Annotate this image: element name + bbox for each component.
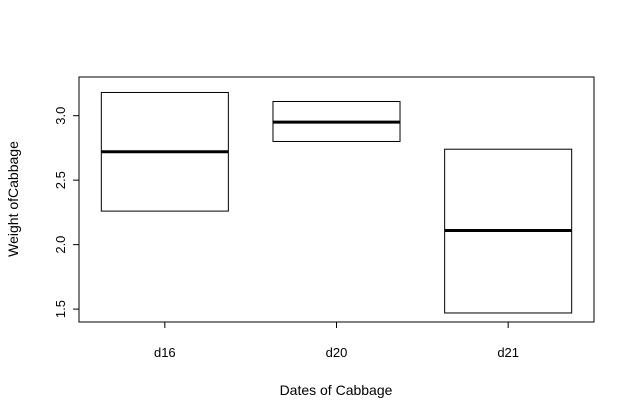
y-axis-title: Weight ofCabbage: [5, 141, 21, 257]
x-tick-label-d20: d20: [326, 345, 348, 360]
y-tick-label: 3.0: [53, 107, 68, 125]
y-tick-label: 1.5: [53, 300, 68, 318]
y-tick-label: 2.5: [53, 171, 68, 189]
y-tick-label: 2.0: [53, 236, 68, 254]
x-tick-label-d16: d16: [154, 345, 176, 360]
x-axis-title: Dates of Cabbage: [280, 382, 393, 398]
y-axis: 1.5 2.0 2.5 3.0: [53, 107, 79, 318]
x-axis: d16 d20 d21: [154, 322, 519, 360]
x-tick-label-d21: d21: [497, 345, 519, 360]
box-group: [100, 91, 573, 314]
